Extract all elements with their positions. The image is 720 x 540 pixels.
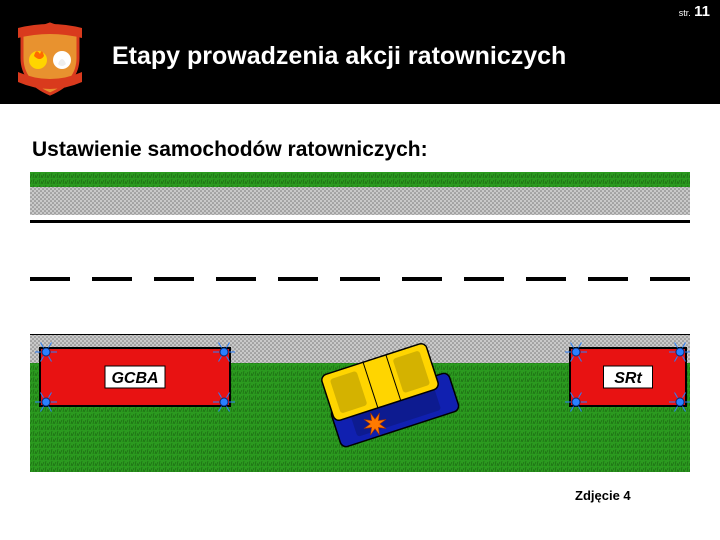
header-bar: str. 11 Etapy prowadzenia akcji ratownic… xyxy=(0,0,720,104)
page-number: str. 11 xyxy=(679,3,710,20)
svg-text:SRt: SRt xyxy=(614,370,642,387)
subtitle: Ustawienie samochodów ratowniczych: xyxy=(32,138,428,162)
page-label: str. xyxy=(679,8,691,18)
page-title: Etapy prowadzenia akcji ratowniczych xyxy=(112,42,566,71)
road-diagram: GCBA SRt xyxy=(30,172,690,472)
page-num: 11 xyxy=(694,3,710,20)
figure-caption: Zdjęcie 4 xyxy=(575,488,631,503)
svg-text:GCBA: GCBA xyxy=(111,370,158,387)
badge-icon xyxy=(10,18,90,98)
